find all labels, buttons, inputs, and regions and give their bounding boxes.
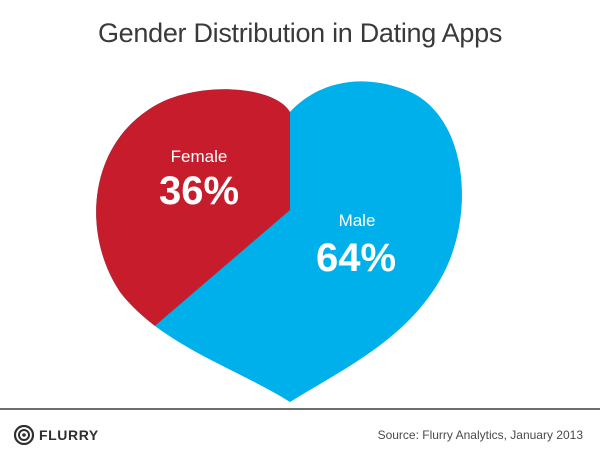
flurry-logo-icon [14,425,34,445]
female-value-label: 36% [159,169,239,213]
flurry-logo: FLURRY [14,425,99,445]
logo-text: FLURRY [39,427,99,443]
male-label: Male [339,211,376,230]
male-value-label: 64% [316,236,396,280]
footer-divider [0,408,600,410]
female-slice [96,81,290,400]
chart-title: Gender Distribution in Dating Apps [97,18,503,48]
female-label: Female [171,147,228,166]
source-note: Source: Flurry Analytics, January 2013 [377,428,583,442]
